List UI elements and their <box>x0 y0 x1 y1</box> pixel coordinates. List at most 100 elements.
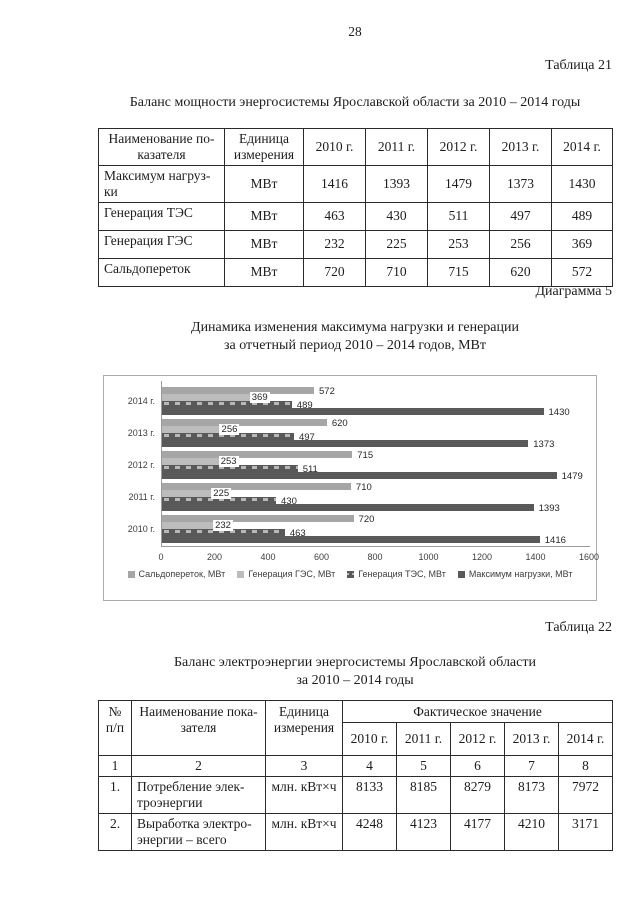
bar-segment <box>162 472 557 479</box>
row-name: Сальдопереток <box>98 257 225 287</box>
value-label: 710 <box>355 482 372 493</box>
table-row: 2. Выработка электро- энергии – всего мл… <box>98 812 614 851</box>
col-header-num: № п/п <box>98 700 132 756</box>
legend-item: Генерация ТЭС, МВт <box>347 569 446 579</box>
category-label: 2011 г. <box>128 492 155 502</box>
category-label: 2014 г. <box>127 396 155 406</box>
row-unit: МВт <box>224 201 304 231</box>
row-value: 430 <box>365 201 428 231</box>
col-header-name: Наименование по- казателя <box>98 128 225 166</box>
bar-segment <box>162 433 294 440</box>
col-header-year: 2011 г. <box>396 722 451 756</box>
x-tick-label: 1600 <box>578 552 600 562</box>
bar-chart: 2014 г. 572 369 489 1430 2013 г. 620 256 497 1373… <box>103 375 600 601</box>
value-label: 232 <box>213 520 233 531</box>
col-header-year: 2014 г. <box>557 722 614 756</box>
y-axis-line <box>161 381 162 546</box>
row-name: Максимум нагруз- ки <box>98 164 225 203</box>
row-num: 1. <box>98 775 132 814</box>
x-tick-label: 1000 <box>418 552 439 562</box>
row-value: 253 <box>427 229 490 259</box>
row-value: 497 <box>489 201 552 231</box>
x-tick-label: 0 <box>158 552 164 562</box>
table22-title-line1: Баланс электроэнергии энергосистемы Ярос… <box>174 655 536 670</box>
bar-segment <box>162 515 354 522</box>
row-value: 8279 <box>450 775 505 814</box>
col-header-year: 2010 г. <box>303 128 366 166</box>
legend-marker-icon <box>237 570 245 578</box>
bar-segment <box>162 387 314 394</box>
value-label: 1393 <box>538 503 560 514</box>
category-label: 2012 г. <box>127 460 155 470</box>
col-header-year: 2013 г. <box>504 722 559 756</box>
row-value: 572 <box>551 257 613 287</box>
x-tick-label: 1200 <box>471 552 493 562</box>
bar-segment <box>162 536 540 543</box>
row-unit: МВт <box>224 257 304 287</box>
bar-segment <box>162 458 229 465</box>
value-label: 253 <box>218 456 239 467</box>
bar-segment <box>162 426 230 433</box>
value-label: 256 <box>219 424 240 435</box>
x-tick-label: 600 <box>313 552 330 562</box>
value-label: 572 <box>319 386 335 397</box>
row-name: Генерация ГЭС <box>98 229 225 259</box>
row-value: 3171 <box>557 812 614 851</box>
value-label: 1373 <box>533 439 555 450</box>
row-name: Потребление элек- троэнергии <box>131 775 266 814</box>
col-header-fact: Фактическое значение <box>341 700 614 723</box>
diagram5-title-line2: за отчетный период 2010 – 2014 годов, МВ… <box>224 337 486 353</box>
row-value: 1479 <box>427 164 490 203</box>
row-value: 463 <box>303 201 366 231</box>
legend-item: Генерация ГЭС, МВт <box>237 569 335 579</box>
bar-segment <box>162 408 544 415</box>
row-unit: млн. кВт×ч <box>265 775 343 814</box>
diagram5-caption: Диаграмма 5 <box>535 284 612 299</box>
category-label: 2010 г. <box>127 524 155 534</box>
x-tick-label: 1400 <box>525 552 546 562</box>
bar-segment <box>162 497 277 504</box>
row-value: 369 <box>551 229 613 259</box>
col-header-year: 2012 г. <box>450 722 505 756</box>
legend-marker-icon <box>457 570 465 578</box>
row-value: 489 <box>551 201 613 231</box>
legend-label: Генерация ГЭС, МВт <box>248 569 336 579</box>
col-number: 1 <box>98 755 132 777</box>
page-number: 28 <box>348 24 362 39</box>
table22-title-line2: за 2010 – 2014 годы <box>296 672 414 688</box>
row-value: 715 <box>427 257 490 287</box>
row-value: 1373 <box>489 164 552 203</box>
table-header-row: Наименование по- казателя Единица измере… <box>98 128 613 166</box>
bar-segment <box>162 483 351 490</box>
col-number: 8 <box>557 755 614 777</box>
row-value: 1416 <box>303 164 366 203</box>
table-row: Максимум нагруз- ки МВт 1416 1393 1479 1… <box>98 164 613 203</box>
value-label: 715 <box>357 450 374 461</box>
row-value: 256 <box>489 229 552 259</box>
diagram5-title: Динамика изменения максимума нагрузки и … <box>98 319 612 354</box>
row-name: Выработка электро- энергии – всего <box>131 812 266 851</box>
value-label: 369 <box>249 392 270 403</box>
col-number: 5 <box>396 755 451 777</box>
col-header-unit: Единица измерения <box>224 128 304 166</box>
value-label: 620 <box>331 418 348 429</box>
bar-segment <box>162 522 224 529</box>
legend-label: Максимум нагрузки, МВт <box>468 569 573 579</box>
table-row: 1. Потребление элек- троэнергии млн. кВт… <box>98 775 614 814</box>
bar-segment <box>162 490 222 497</box>
value-label: 225 <box>211 488 232 499</box>
row-unit: млн. кВт×ч <box>265 812 343 851</box>
x-axis-line <box>161 546 590 547</box>
row-num: 2. <box>98 812 132 851</box>
row-value: 7972 <box>557 775 614 814</box>
legend-marker-icon <box>347 570 355 578</box>
bar-segment <box>162 529 285 536</box>
row-value: 1393 <box>365 164 428 203</box>
table-header-row: № п/п Наименование пока- зателя Единица … <box>98 700 614 756</box>
row-value: 720 <box>303 257 366 287</box>
value-label: 1430 <box>548 407 570 418</box>
row-value: 225 <box>365 229 428 259</box>
col-header-year: 2010 г. <box>342 722 397 756</box>
bar-segment <box>162 394 260 401</box>
row-value: 511 <box>427 201 490 231</box>
